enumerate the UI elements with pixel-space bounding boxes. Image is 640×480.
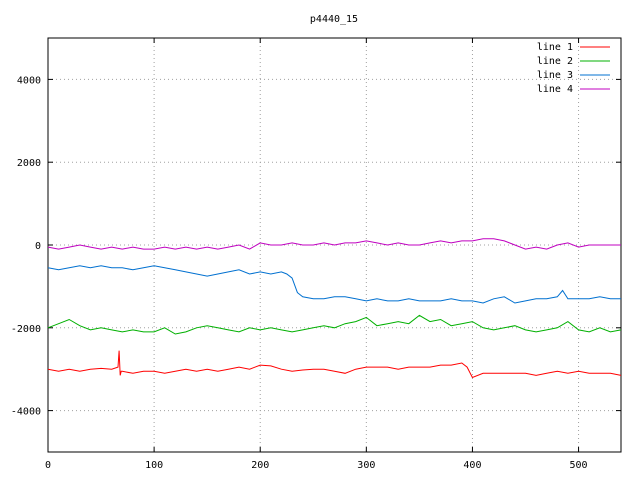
y-tick-label: 2000 (17, 158, 41, 169)
axis-ticks: 0 100 200 300 400 500 -4000 -2000 0 2000 4000 (11, 38, 621, 471)
chart-title: p4440_15 (310, 14, 358, 25)
x-tick-label: 200 (251, 460, 269, 471)
x-tick-label: 0 (45, 460, 51, 471)
x-tick-label: 400 (463, 460, 481, 471)
legend-label-1: line 1 (537, 42, 573, 53)
series-line-4 (47, 238, 621, 250)
series-lines (47, 238, 622, 379)
series-line-3 (47, 265, 621, 304)
legend-label-3: line 3 (537, 70, 573, 81)
legend-label-2: line 2 (537, 56, 573, 67)
grid (48, 38, 621, 452)
x-tick-label: 500 (570, 460, 588, 471)
series-line-2 (47, 314, 622, 335)
y-tick-label: 0 (35, 241, 41, 252)
y-tick-label: -2000 (11, 324, 41, 335)
y-tick-label: -4000 (11, 407, 41, 418)
series-line-1 (47, 350, 622, 379)
legend-label-4: line 4 (537, 84, 573, 95)
legend: line 1 line 2 line 3 line 4 (537, 42, 610, 95)
x-tick-label: 300 (357, 460, 375, 471)
x-tick-label: 100 (145, 460, 163, 471)
y-tick-label: 4000 (17, 75, 41, 86)
